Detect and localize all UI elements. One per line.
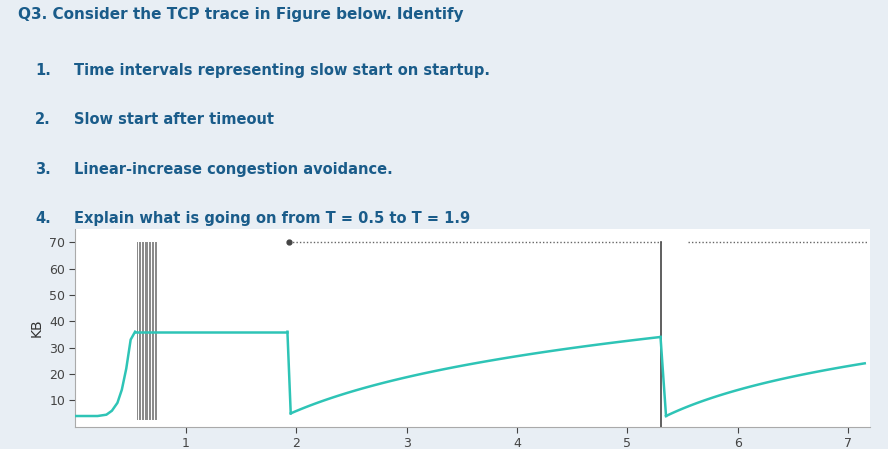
Text: 2.: 2. — [35, 112, 51, 127]
Text: Time intervals representing slow start on startup.: Time intervals representing slow start o… — [74, 63, 490, 78]
Text: Explain what is going on from T = 0.5 to T = 1.9: Explain what is going on from T = 0.5 to… — [74, 211, 471, 226]
Text: 4.: 4. — [35, 211, 51, 226]
Y-axis label: KB: KB — [29, 318, 44, 337]
Text: Slow start after timeout: Slow start after timeout — [74, 112, 274, 127]
Text: 1.: 1. — [35, 63, 51, 78]
Text: 3.: 3. — [35, 162, 51, 176]
Text: Q3. Consider the TCP trace in Figure below. Identify: Q3. Consider the TCP trace in Figure bel… — [18, 7, 464, 22]
Text: Linear-increase congestion avoidance.: Linear-increase congestion avoidance. — [74, 162, 392, 176]
